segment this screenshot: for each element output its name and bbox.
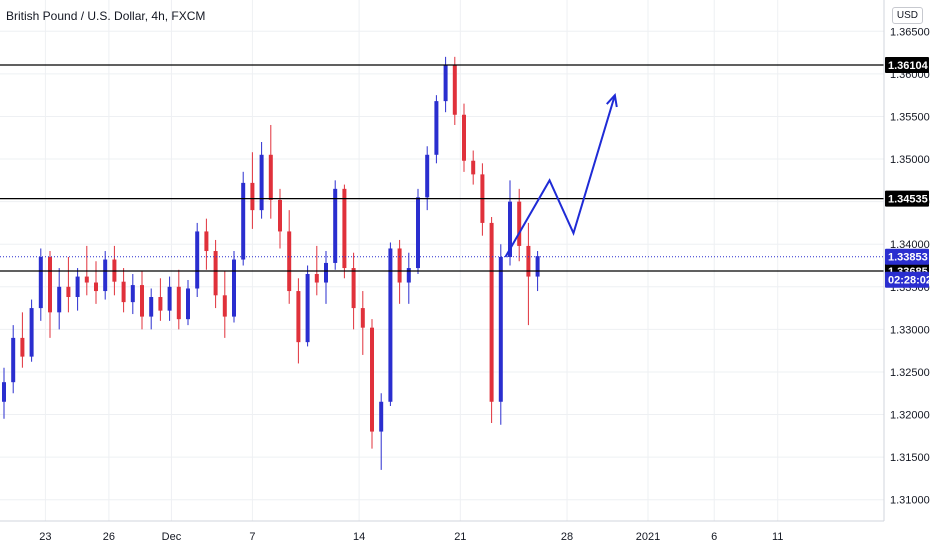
candle-body	[66, 286, 71, 298]
candle-body	[526, 245, 531, 277]
candle-body	[296, 291, 301, 343]
candle-body	[498, 256, 503, 402]
date-tick-label: 26	[103, 531, 115, 543]
candle-body	[287, 231, 292, 292]
candle-body	[232, 259, 236, 317]
price-tick-label: 1.32500	[890, 367, 930, 379]
candle-body	[370, 327, 374, 432]
candle-body	[406, 268, 411, 283]
price-tick-label: 1.34000	[890, 239, 930, 251]
candle-body	[57, 286, 62, 313]
date-tick-label: 7	[249, 531, 255, 543]
date-tick-label: 2021	[636, 531, 660, 543]
candle-body	[20, 337, 25, 357]
candle-body	[278, 199, 282, 232]
candle-body	[167, 286, 172, 311]
date-tick-label: 6	[711, 531, 717, 543]
date-tick-label: 21	[454, 531, 466, 543]
candle-body	[84, 276, 89, 283]
price-tick-label: 1.31500	[890, 452, 930, 464]
chart-title: British Pound / U.S. Dollar, 4h, FXCM	[6, 9, 206, 23]
arrowhead-icon[interactable]	[606, 92, 618, 108]
candle-body	[443, 65, 448, 102]
candle-body	[425, 154, 430, 198]
candle-body	[517, 201, 522, 246]
currency-button[interactable]: USD	[891, 7, 923, 24]
candle-body	[462, 114, 466, 161]
price-tick-label: 1.36500	[890, 26, 930, 38]
price-tick-label: 1.32000	[890, 410, 930, 422]
candle-body	[94, 282, 98, 292]
candle-body	[379, 401, 384, 432]
candle-body	[204, 231, 209, 252]
level-price-box	[885, 57, 929, 74]
candle-body	[305, 274, 310, 343]
candle-body	[195, 231, 200, 289]
candle-body	[314, 274, 319, 283]
candle-body	[186, 288, 190, 320]
candle-body	[397, 248, 402, 283]
candle-body	[241, 182, 246, 260]
candle-body	[416, 197, 420, 269]
level-price-box	[885, 190, 929, 207]
date-tick-label: Dec	[162, 531, 182, 543]
level-price-label: 1.36104	[888, 60, 929, 72]
candle-body	[121, 281, 126, 303]
candle-body	[213, 251, 218, 296]
candle-body	[434, 101, 439, 155]
bar-countdown-box	[885, 271, 929, 288]
date-tick-label: 11	[772, 531, 783, 543]
price-tick-label: 1.31000	[890, 495, 930, 507]
price-tick-label: 1.33000	[890, 324, 930, 336]
candle-body	[508, 201, 512, 257]
forecast-path[interactable]	[504, 94, 616, 258]
candle-body	[489, 222, 494, 402]
candle-body	[471, 160, 476, 175]
level-price-label: 1.34535	[888, 194, 928, 206]
candle-body	[158, 297, 163, 311]
candle-body	[103, 259, 108, 292]
date-tick-label: 28	[561, 531, 573, 543]
current-price-box	[885, 248, 929, 265]
candle-body	[535, 256, 540, 277]
horizontal-levels[interactable]	[0, 64, 884, 272]
candle-body	[149, 297, 154, 317]
date-tick-label: 23	[39, 531, 51, 543]
candle-body	[250, 182, 255, 211]
candle-body	[140, 285, 144, 317]
candle-body	[324, 262, 328, 283]
candle-body	[342, 188, 347, 269]
candle-body	[268, 154, 273, 200]
candle-body	[75, 276, 80, 298]
bar-countdown-label: 02:28:02	[888, 275, 932, 287]
candle-body	[351, 268, 356, 309]
candle-body	[130, 285, 135, 303]
candle-body	[333, 188, 338, 263]
grid	[0, 0, 884, 521]
candle-body	[176, 286, 181, 320]
candle-body	[2, 382, 6, 402]
current-price-label: 1.33853	[888, 252, 928, 264]
candle-body	[452, 65, 457, 115]
candles	[2, 56, 540, 470]
candle-body	[222, 295, 227, 317]
candle-body	[48, 256, 52, 313]
price-tick-label: 1.35000	[890, 154, 930, 166]
price-tick-label: 1.35500	[890, 111, 930, 123]
candle-body	[38, 256, 43, 309]
forecast-arrow[interactable]	[504, 92, 618, 258]
candle-body	[11, 337, 16, 383]
time-axis	[0, 521, 884, 550]
candle-body	[360, 308, 365, 328]
candle-body	[388, 248, 393, 402]
candle-body	[29, 308, 34, 357]
candle-body	[259, 154, 264, 211]
date-tick-label: 14	[353, 531, 365, 543]
